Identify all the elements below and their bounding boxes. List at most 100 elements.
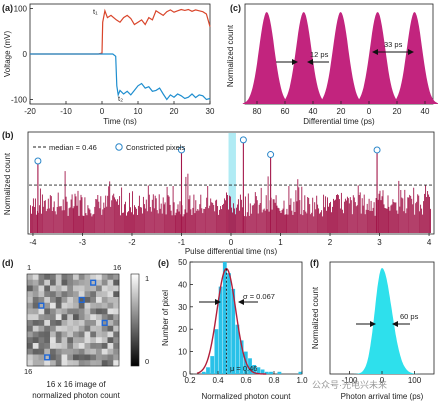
peak-3	[316, 12, 365, 104]
heatmap-cell	[84, 302, 91, 309]
x-tick-label: 0.4	[212, 376, 224, 385]
annotation-33ps: 33 ps	[384, 40, 403, 49]
heatmap-cell	[78, 320, 85, 327]
histogram-bar	[239, 340, 244, 374]
heatmap-cell	[84, 325, 91, 332]
heatmap-cell	[90, 285, 97, 292]
panel-d-label: (d)	[2, 258, 14, 268]
heatmap-cell	[50, 302, 57, 309]
heatmap-cell	[27, 343, 34, 350]
heatmap-cell	[84, 348, 91, 355]
heatmap-cell	[38, 360, 45, 367]
heatmap-cell	[96, 308, 103, 315]
heatmap-cell	[44, 285, 51, 292]
heatmap-cell	[38, 302, 45, 309]
histogram-bar	[269, 371, 273, 374]
y-tick-label: 50	[178, 258, 187, 267]
heatmap-cell	[38, 337, 45, 344]
heatmap-cell	[27, 331, 34, 338]
heatmap-cell	[113, 325, 120, 332]
x-tick-label: 30	[206, 107, 215, 116]
histogram-bar	[214, 329, 219, 374]
heatmap-cell	[67, 274, 74, 281]
heatmap-cell	[113, 291, 120, 298]
heatmap-cell	[55, 274, 62, 281]
y-tick-label: 0	[183, 370, 188, 379]
heatmap-cell	[55, 302, 62, 309]
panel-b: (b) -4 -3 -2 -1 0 1 2 3 4 median = 0.46 Constric…	[2, 130, 435, 256]
panel-b-bars	[30, 171, 431, 233]
heatmap-cell	[101, 320, 108, 327]
heatmap-cell	[61, 285, 68, 292]
heatmap-cell	[27, 308, 34, 315]
x-tick-label: 100	[408, 376, 422, 385]
heatmap-cell	[113, 314, 120, 321]
heatmap-cell	[101, 314, 108, 321]
heatmap-cell	[78, 314, 85, 321]
heatmap-cell	[55, 320, 62, 327]
heatmap-cell	[90, 354, 97, 361]
heatmap-cell	[27, 279, 34, 286]
heatmap-cell	[96, 337, 103, 344]
histogram-bar	[264, 371, 269, 374]
x-tick-label: -100	[341, 376, 358, 385]
heatmap-cell	[38, 285, 45, 292]
panel-e-xlabel: Normalized photon count	[202, 392, 292, 401]
mu-annotation: μ = 0.46	[230, 364, 257, 373]
panel-a-label: (a)	[2, 3, 13, 13]
heatmap-cell	[78, 297, 85, 304]
heatmap-cell	[96, 302, 103, 309]
heatmap-cell	[44, 331, 51, 338]
histogram-bar	[248, 358, 252, 374]
t1-annotation: t₁	[93, 7, 98, 16]
heatmap-cell	[61, 274, 68, 281]
heatmap-cell	[61, 314, 68, 321]
heatmap-cell	[27, 325, 34, 332]
panel-f-ylabel: Normalized count	[311, 286, 320, 349]
heatmap-cell	[67, 302, 74, 309]
heatmap-cell	[84, 320, 91, 327]
heatmap-cell	[90, 302, 97, 309]
heatmap-cell	[55, 348, 62, 355]
heatmap-cell	[32, 337, 39, 344]
arrival-time-peak	[333, 268, 431, 374]
x-tick-label: -3	[79, 238, 87, 247]
heatmap-cell	[84, 308, 91, 315]
heatmap-cell	[55, 331, 62, 338]
heatmap-cell	[73, 331, 80, 338]
heatmap-cell	[96, 279, 103, 286]
heatmap-cell	[67, 325, 74, 332]
heatmap-cell	[32, 331, 39, 338]
heatmap-cell	[32, 285, 39, 292]
histogram-bar	[218, 286, 223, 374]
colorbar-tick-bottom: 0	[145, 357, 149, 366]
constricted-pixel-marker	[34, 157, 42, 165]
heatmap-cell	[101, 337, 108, 344]
heatmap-cell	[90, 360, 97, 367]
heatmap-cell	[61, 343, 68, 350]
heatmap-cell	[27, 302, 34, 309]
heatmap-cell	[113, 348, 120, 355]
constricted-pixel-marker	[267, 151, 275, 159]
heatmap-cell	[44, 343, 51, 350]
x-tick-label: 20	[337, 107, 346, 116]
heatmap-cell	[96, 314, 103, 321]
heatmap-cell	[38, 343, 45, 350]
heatmap-cell	[90, 314, 97, 321]
heatmap-cell	[38, 348, 45, 355]
panel-c-arrow-12ps	[276, 59, 329, 65]
heatmap-cell	[61, 320, 68, 327]
panel-e-arrows	[199, 299, 258, 305]
heatmap-cell	[96, 325, 103, 332]
heatmap-cell	[78, 331, 85, 338]
heatmap-cell	[101, 325, 108, 332]
heatmap-cell	[101, 343, 108, 350]
heatmap-cell	[90, 291, 97, 298]
heatmap-cell	[101, 279, 108, 286]
y-tick-label: -100	[11, 95, 28, 104]
heatmap-cell	[90, 331, 97, 338]
heatmap-cell	[50, 360, 57, 367]
heatmap-cell	[55, 337, 62, 344]
heatmap-cell	[78, 348, 85, 355]
